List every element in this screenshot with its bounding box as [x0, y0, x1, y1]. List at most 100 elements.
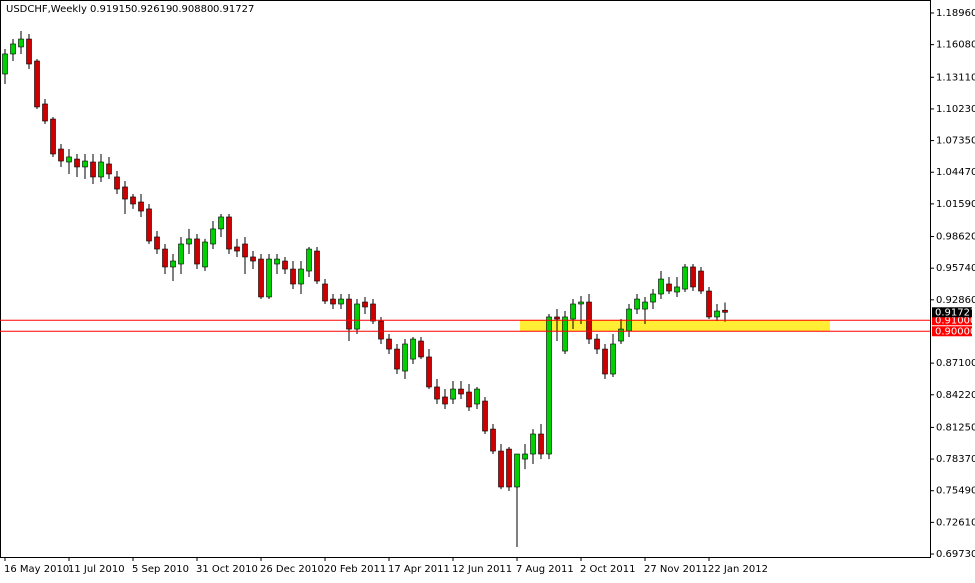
candle-body — [322, 283, 328, 302]
candle-body — [42, 103, 48, 122]
candle-body — [26, 38, 32, 65]
y-tick-label: 1.01590 — [936, 199, 975, 210]
candle-body — [482, 400, 488, 432]
quote-value: 0.90880 — [172, 4, 213, 15]
x-tick-label: 20 Feb 2011 — [324, 564, 386, 575]
candle-body — [402, 343, 408, 372]
y-tick-label: 0.69730 — [936, 549, 975, 560]
quote-value: 0.92619 — [131, 4, 172, 15]
candle-body — [530, 433, 536, 455]
candle-body — [386, 338, 392, 350]
candle-body — [306, 248, 312, 272]
x-tick-label: 26 Dec 2010 — [260, 564, 324, 575]
last-price-label: 0.91727 — [935, 307, 975, 318]
candle-body — [690, 266, 696, 288]
y-tick-label: 0.72610 — [936, 517, 975, 528]
candle-body — [578, 301, 584, 305]
candle-body — [714, 310, 720, 318]
candle-body — [314, 250, 320, 282]
last-price-tag — [932, 307, 972, 318]
candle-body — [506, 448, 512, 488]
x-tick-label: 7 Aug 2011 — [516, 564, 574, 575]
candle-body — [266, 258, 272, 298]
candle-body — [466, 391, 472, 408]
y-tick-label: 0.95740 — [936, 263, 975, 274]
level-tag — [932, 326, 972, 337]
support-zone — [520, 320, 830, 332]
candle-body — [218, 216, 224, 230]
candle-body — [682, 266, 688, 290]
candle-body — [522, 453, 528, 460]
y-tick-label: 0.92860 — [936, 295, 975, 306]
plot-frame — [0, 0, 931, 558]
quote-value: 0.91727 — [213, 4, 254, 15]
y-tick-label: 1.07350 — [936, 136, 975, 147]
candle-body — [234, 246, 240, 252]
candle-body — [186, 238, 192, 245]
y-tick-label: 0.87100 — [936, 358, 975, 369]
candle-body — [394, 348, 400, 370]
candle-body — [410, 338, 416, 360]
x-tick-label: 22 Jan 2012 — [708, 564, 768, 575]
candle-body — [122, 186, 128, 200]
candle-body — [290, 268, 296, 285]
y-tick-label: 0.75490 — [936, 486, 975, 497]
candle-body — [514, 453, 520, 488]
candle-body — [242, 243, 248, 258]
candle-body — [378, 320, 384, 340]
candle-body — [610, 343, 616, 375]
candle-body — [362, 301, 368, 308]
candle-body — [490, 428, 496, 452]
candle-body — [338, 298, 344, 305]
candle-body — [418, 340, 424, 358]
y-tick-label: 0.98620 — [936, 232, 975, 243]
candle-body — [210, 228, 216, 245]
candle-body — [498, 450, 504, 488]
y-tick-label: 1.18960 — [936, 8, 975, 19]
candle-body — [58, 148, 64, 162]
candle-body — [538, 433, 544, 455]
candle-body — [34, 60, 40, 108]
candle-body — [282, 260, 288, 270]
candle-body — [698, 270, 704, 292]
y-tick-label: 0.78370 — [936, 454, 975, 465]
y-tick-label: 0.84220 — [936, 390, 975, 401]
candle-body — [442, 396, 448, 405]
candle-body — [570, 303, 576, 320]
candle-body — [602, 348, 608, 375]
candle-body — [258, 258, 264, 298]
x-tick-label: 2 Oct 2011 — [580, 564, 635, 575]
candle-body — [194, 238, 200, 265]
candle-body — [354, 303, 360, 330]
candle-body — [650, 293, 656, 303]
quote-value: 0.91915 — [90, 4, 131, 15]
candle-body — [674, 286, 680, 293]
x-tick-label: 12 Jun 2011 — [452, 564, 512, 575]
y-tick-label: 1.16080 — [936, 40, 975, 51]
candle-body — [666, 283, 672, 292]
candle-body — [298, 268, 304, 285]
candle-body — [250, 256, 256, 262]
x-tick-label: 11 Jul 2010 — [68, 564, 125, 575]
x-tick-label: 16 May 2010 — [4, 564, 69, 575]
candle-body — [74, 158, 80, 168]
candle-body — [202, 241, 208, 268]
candle-body — [618, 328, 624, 342]
y-tick-label: 1.04470 — [936, 167, 975, 178]
candle-body — [226, 216, 232, 250]
candle-body — [658, 278, 664, 295]
x-tick-label: 5 Sep 2010 — [132, 564, 189, 575]
chart-title: USDCHF,Weekly — [6, 4, 87, 15]
candle-body — [594, 338, 600, 350]
candle-body — [554, 316, 560, 320]
candle-body — [18, 38, 24, 48]
candle-body — [458, 388, 464, 395]
candle-body — [106, 163, 112, 175]
candle-body — [346, 298, 352, 330]
candle-body — [154, 236, 160, 250]
level-tag — [932, 315, 972, 326]
candle-body — [82, 160, 88, 168]
candle-body — [634, 298, 640, 310]
candle-body — [546, 316, 552, 455]
